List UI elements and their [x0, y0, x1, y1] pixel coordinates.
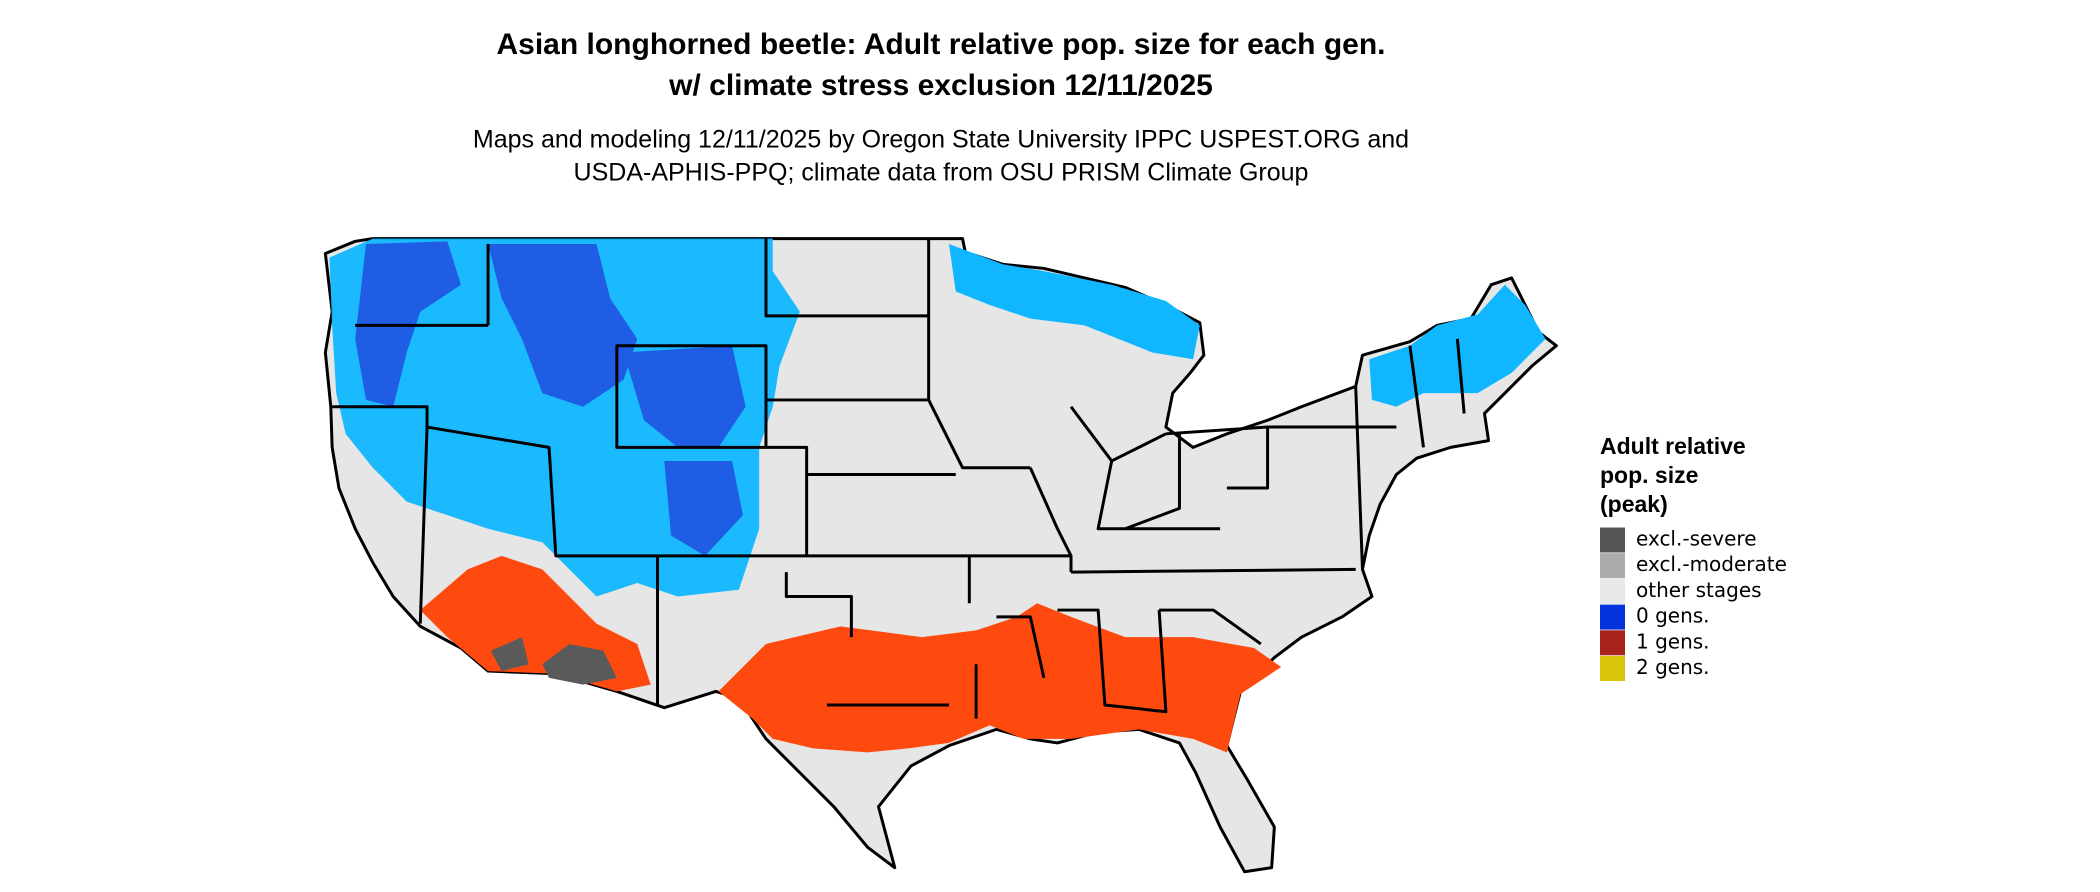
legend-swatch: [1600, 553, 1625, 579]
us-map: [323, 237, 1558, 874]
state-border: [332, 238, 1466, 719]
cold-zone: [948, 244, 1546, 407]
legend-title: Adult relative: [1600, 433, 1746, 459]
legend-swatch: [1600, 527, 1625, 553]
title-line: Asian longhorned beetle: Adult relative …: [496, 28, 1385, 61]
subtitle-line: USDA-APHIS-PPQ; climate data from OSU PR…: [574, 159, 1309, 187]
legend-swatch: [1600, 604, 1625, 630]
legend-label: 0 gens.: [1636, 604, 1710, 628]
legend-label: excl.-moderate: [1636, 552, 1787, 576]
legend-label: 1 gens.: [1636, 629, 1710, 653]
legend-title: pop. size: [1600, 462, 1698, 488]
legend-swatch: [1600, 656, 1625, 681]
legend-label: excl.-severe: [1636, 527, 1757, 551]
legend-swatch: [1600, 578, 1625, 604]
legend-label: other stages: [1636, 578, 1762, 602]
legend-label: 2 gens.: [1636, 655, 1710, 679]
subtitle-line: Maps and modeling 12/11/2025 by Oregon S…: [473, 126, 1409, 154]
cold-zone-deep: [355, 241, 746, 556]
legend-title: (peak): [1600, 491, 1668, 517]
legend-swatch: [1600, 630, 1625, 656]
legend: Adult relative pop. size (peak) excl.-sever…: [1600, 433, 1787, 681]
warm-zone: [420, 555, 1282, 753]
exclusion-zone: [490, 637, 617, 685]
title-line: w/ climate stress exclusion 12/11/2025: [668, 69, 1213, 102]
